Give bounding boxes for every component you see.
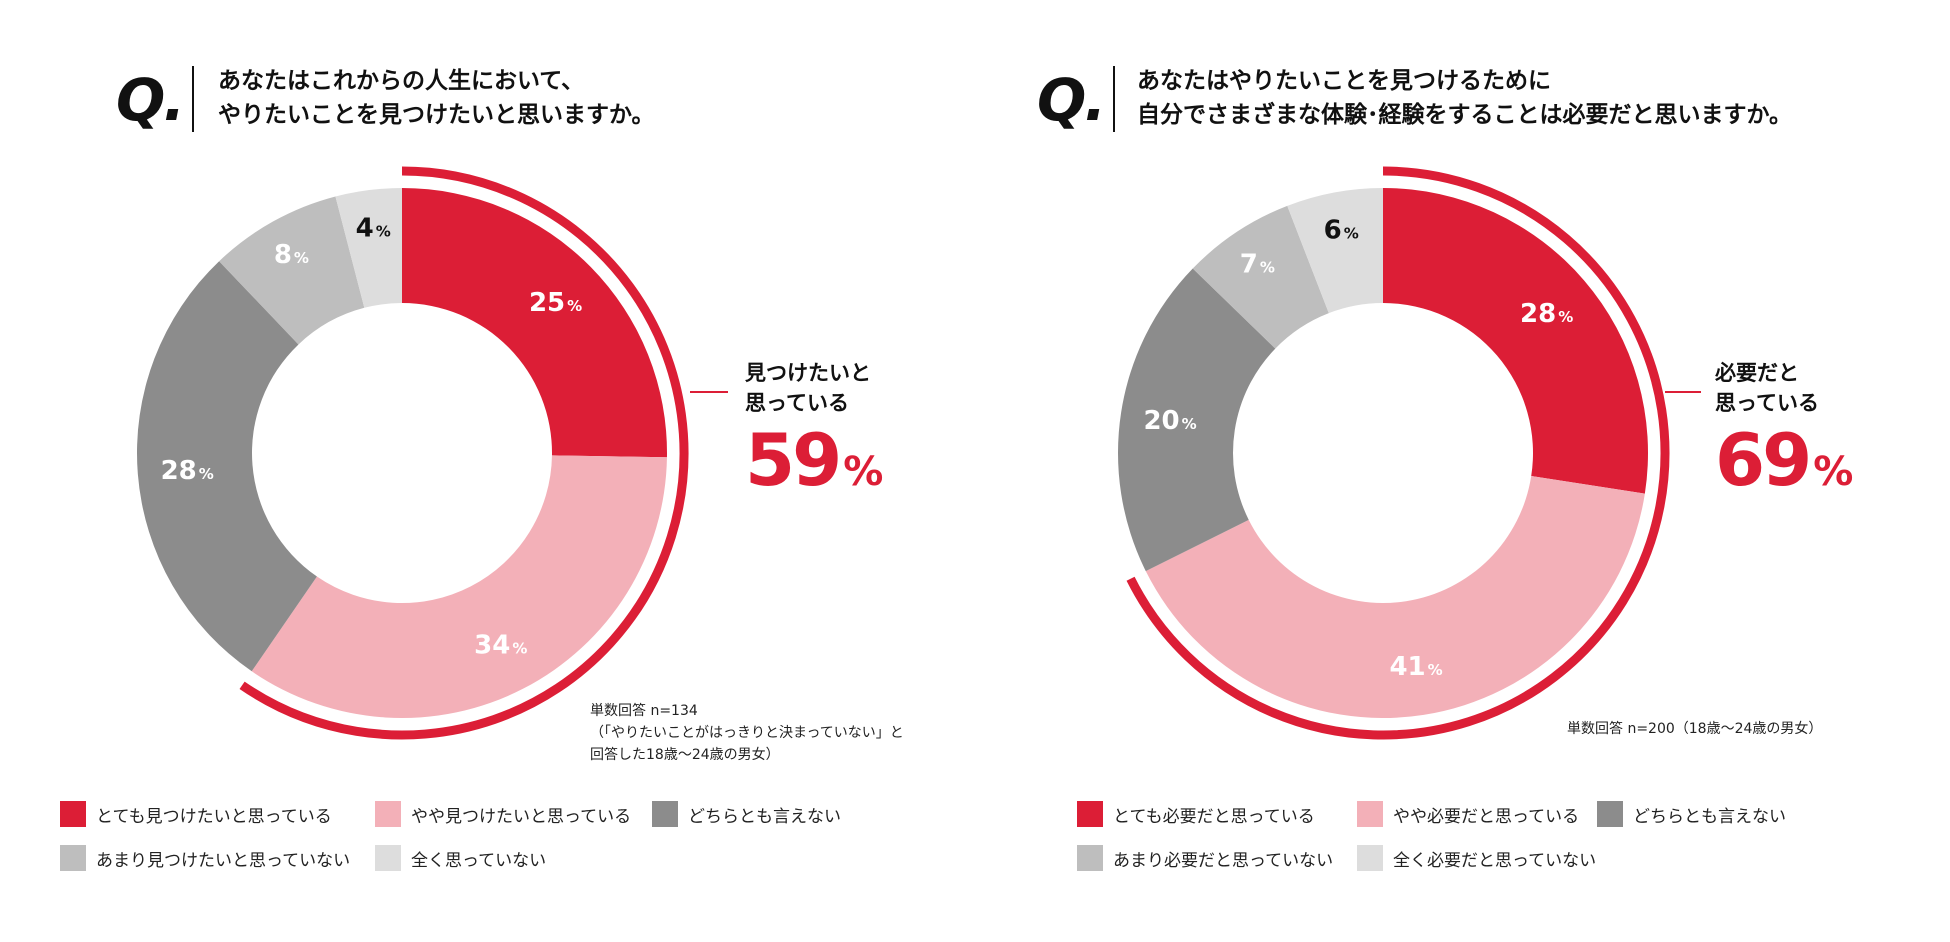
question-line: やりたいことを見つけたいと思いますか。 (218, 102, 655, 128)
donut-slice-not-at-all (1287, 188, 1383, 314)
legend-label: とても必要だと思っている (1113, 806, 1315, 827)
callout-total-unit: % (843, 449, 884, 495)
question-line: あなたはこれからの人生において、 (218, 68, 585, 94)
legend-swatch (60, 801, 86, 827)
slice-label-very: 28% (1520, 299, 1573, 329)
donut-slice-very (402, 188, 667, 458)
question-line: あなたはやりたいことを見つけるために (1137, 68, 1551, 94)
callout-total-1: 59% (745, 420, 883, 512)
donut-slices-1 (136, 188, 667, 718)
legend-swatch (1077, 801, 1103, 827)
chart-panel-2: Q. あなたはやりたいことを見つけるために 自分でさまざまな体験･経験をすること… (975, 0, 1950, 942)
legend-label: 全く思っていない (411, 850, 547, 871)
callout-1: 見つけたいと 思っている 59% (745, 358, 883, 512)
question-mark-1: Q. (116, 66, 185, 134)
question-divider-1 (192, 66, 194, 132)
callout-label-line: 見つけたいと (745, 361, 871, 385)
legend-item-not-much-2: あまり必要だと思っていない (1077, 845, 1333, 871)
donut-chart-2: 28 %41 %20 %7 %6% (1118, 166, 1701, 740)
donut-slice-neutral (136, 261, 317, 672)
slice-label-not-at-all: 6% (1324, 215, 1359, 245)
callout-total-value: 59 (745, 418, 842, 502)
legend-swatch (60, 845, 86, 871)
legend-label: とても見つけたいと思っている (96, 806, 332, 827)
donut-slice-not-at-all (335, 188, 402, 308)
highlight-arc-2 (1126, 166, 1670, 740)
legend-label: あまり見つけたいと思っていない (96, 850, 351, 871)
chart-panel-1: Q. あなたはこれからの人生において、 やりたいことを見つけたいと思いますか。 … (60, 64, 904, 871)
donut-slice-somewhat (251, 455, 667, 718)
legend-item-very-2: とても必要だと思っている (1077, 801, 1315, 827)
question-line: 自分でさまざまな体験･経験をすることは必要だと思いますか。 (1137, 102, 1793, 128)
donut-slice-somewhat (1145, 476, 1645, 719)
callout-2: 必要だと 思っている 69% (1715, 358, 1853, 512)
donut-chart-1: 25 %34 %28 %8 %4% (136, 166, 728, 740)
note-line: （「やりたいことがはっきりと決まっていない」と (590, 725, 904, 741)
legend-item-not-much-1: あまり見つけたいと思っていない (60, 845, 350, 871)
donut-slice-very (1383, 188, 1648, 494)
legend-label: どちらとも言えない (688, 806, 841, 827)
note-line: 単数回答 n=200（18歳〜24歳の男女） (1567, 721, 1823, 737)
legend-label: あまり必要だと思っていない (1113, 850, 1334, 871)
legend-label: どちらとも言えない (1633, 806, 1786, 827)
callout-label-line: 思っている (745, 391, 849, 415)
sample-note-2: 単数回答 n=200（18歳〜24歳の男女） (1567, 718, 1822, 740)
callout-label-line: 必要だと (1715, 361, 1799, 385)
legend-swatch (1597, 801, 1623, 827)
callout-total-value: 69 (1715, 418, 1812, 502)
note-line: 回答した18歳〜24歳の男女） (590, 747, 780, 763)
legend-swatch (375, 801, 401, 827)
donut-slices-2 (1118, 188, 1648, 719)
legend-item-neutral-2: どちらとも言えない (1597, 801, 1786, 827)
legend-item-somewhat-2: やや必要だと思っている (1357, 801, 1579, 827)
legend-item-somewhat-1: やや見つけたいと思っている (375, 801, 631, 827)
legend-swatch (1357, 801, 1383, 827)
callout-label-2: 必要だと 思っている (1715, 358, 1853, 418)
legend-swatch (1357, 845, 1383, 871)
slice-label-somewhat: 34% (474, 631, 527, 661)
slice-label-not-much: 8% (274, 240, 309, 270)
donut-slice-neutral (1118, 268, 1276, 572)
donut-slice-not-much (219, 196, 365, 345)
legend-swatch (652, 801, 678, 827)
donut-slice-not-much (1192, 205, 1329, 349)
question-text-2: あなたはやりたいことを見つけるために 自分でさまざまな体験･経験をすることは必要… (1137, 64, 1792, 132)
sample-note-1: 単数回答 n=134 （「やりたいことがはっきりと決まっていない」と 回答した1… (590, 700, 904, 766)
legend-swatch (1077, 845, 1103, 871)
legend-label: 全く必要だと思っていない (1393, 850, 1597, 871)
note-line: 単数回答 n=134 (590, 703, 698, 719)
callout-label-line: 思っている (1715, 391, 1819, 415)
legend-label: やや見つけたいと思っている (411, 806, 632, 827)
callout-total-2: 69% (1715, 420, 1853, 512)
highlight-arc-1 (239, 166, 689, 740)
donut-labels-1: 25 %34 %28 %8 %4% (161, 213, 583, 660)
legend-swatch (375, 845, 401, 871)
question-text-1: あなたはこれからの人生において、 やりたいことを見つけたいと思いますか。 (218, 64, 655, 132)
legend-item-very-1: とても見つけたいと思っている (60, 801, 332, 827)
question-mark-2: Q. (1037, 66, 1106, 134)
legend-item-neutral-1: どちらとも言えない (652, 801, 841, 827)
legend-item-not-at-all-2: 全く必要だと思っていない (1357, 845, 1596, 871)
legend-label: やや必要だと思っている (1393, 806, 1580, 827)
question-divider-2 (1113, 66, 1115, 132)
callout-total-unit: % (1813, 449, 1854, 495)
callout-label-1: 見つけたいと 思っている (745, 358, 883, 418)
legend-item-not-at-all-1: 全く思っていない (375, 845, 546, 871)
